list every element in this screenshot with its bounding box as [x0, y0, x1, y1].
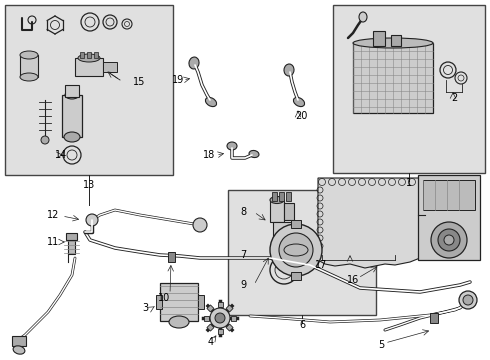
- Ellipse shape: [189, 57, 199, 69]
- Ellipse shape: [249, 150, 259, 158]
- Text: 7: 7: [240, 250, 246, 260]
- Circle shape: [279, 233, 313, 267]
- Ellipse shape: [273, 247, 295, 257]
- Bar: [430, 313, 438, 323]
- Text: 8: 8: [240, 207, 246, 217]
- Circle shape: [193, 218, 207, 232]
- Text: 2: 2: [451, 93, 457, 103]
- Bar: [65, 85, 79, 97]
- Text: 4: 4: [208, 337, 214, 347]
- Bar: [353, 43, 433, 113]
- Bar: [333, 5, 485, 173]
- Bar: [218, 329, 222, 334]
- Text: 17: 17: [315, 260, 327, 270]
- Text: 13: 13: [83, 180, 95, 190]
- Bar: [87, 52, 91, 58]
- Circle shape: [431, 222, 467, 258]
- Text: 18: 18: [203, 150, 215, 160]
- Bar: [168, 252, 175, 262]
- Bar: [160, 283, 198, 321]
- Ellipse shape: [64, 132, 80, 142]
- Circle shape: [86, 214, 98, 226]
- Bar: [418, 175, 480, 260]
- Bar: [286, 192, 291, 201]
- Bar: [5, 5, 173, 175]
- Bar: [62, 95, 82, 137]
- Bar: [94, 52, 98, 58]
- Text: 3: 3: [142, 303, 148, 313]
- Bar: [284, 203, 294, 220]
- Text: 9: 9: [240, 280, 246, 290]
- Bar: [12, 336, 26, 346]
- Bar: [373, 31, 385, 46]
- Ellipse shape: [169, 316, 189, 328]
- Bar: [207, 305, 214, 312]
- Text: 5: 5: [378, 340, 384, 350]
- Bar: [80, 52, 84, 58]
- Circle shape: [270, 224, 322, 276]
- Bar: [218, 302, 222, 307]
- Ellipse shape: [78, 54, 100, 62]
- Text: 10: 10: [158, 293, 170, 303]
- Bar: [423, 180, 475, 210]
- Text: 14: 14: [55, 150, 67, 160]
- Circle shape: [463, 295, 473, 305]
- Text: 16: 16: [347, 275, 359, 285]
- Text: 20: 20: [295, 111, 307, 121]
- Bar: [103, 62, 117, 72]
- Text: 11: 11: [47, 237, 59, 247]
- Polygon shape: [318, 178, 425, 268]
- Bar: [207, 324, 214, 331]
- Bar: [198, 295, 204, 309]
- Ellipse shape: [359, 12, 367, 22]
- Bar: [226, 305, 233, 312]
- Circle shape: [215, 313, 225, 323]
- Bar: [75, 58, 103, 76]
- Bar: [273, 222, 295, 252]
- Ellipse shape: [227, 142, 237, 150]
- Circle shape: [444, 235, 454, 245]
- Bar: [291, 272, 301, 280]
- Bar: [231, 315, 236, 320]
- Ellipse shape: [205, 98, 217, 107]
- Ellipse shape: [353, 38, 433, 48]
- Bar: [204, 315, 209, 320]
- Ellipse shape: [13, 346, 25, 354]
- Bar: [226, 324, 233, 331]
- Circle shape: [438, 229, 460, 251]
- Bar: [391, 35, 401, 46]
- Bar: [279, 192, 284, 201]
- Ellipse shape: [284, 64, 294, 76]
- Bar: [68, 238, 75, 254]
- Ellipse shape: [294, 98, 305, 107]
- Text: 12: 12: [47, 210, 59, 220]
- Ellipse shape: [65, 91, 79, 99]
- Text: 1: 1: [406, 178, 412, 188]
- Circle shape: [210, 308, 230, 328]
- Bar: [156, 295, 162, 309]
- Bar: [270, 200, 284, 222]
- Ellipse shape: [20, 73, 38, 81]
- Bar: [20, 55, 38, 77]
- Text: 15: 15: [133, 77, 146, 87]
- Circle shape: [459, 291, 477, 309]
- Bar: [291, 220, 301, 228]
- Bar: [228, 190, 376, 315]
- Bar: [66, 233, 77, 240]
- Text: 6: 6: [299, 320, 305, 330]
- Bar: [272, 192, 277, 201]
- Circle shape: [41, 136, 49, 144]
- Ellipse shape: [270, 197, 284, 203]
- Ellipse shape: [20, 51, 38, 59]
- Text: 19: 19: [172, 75, 184, 85]
